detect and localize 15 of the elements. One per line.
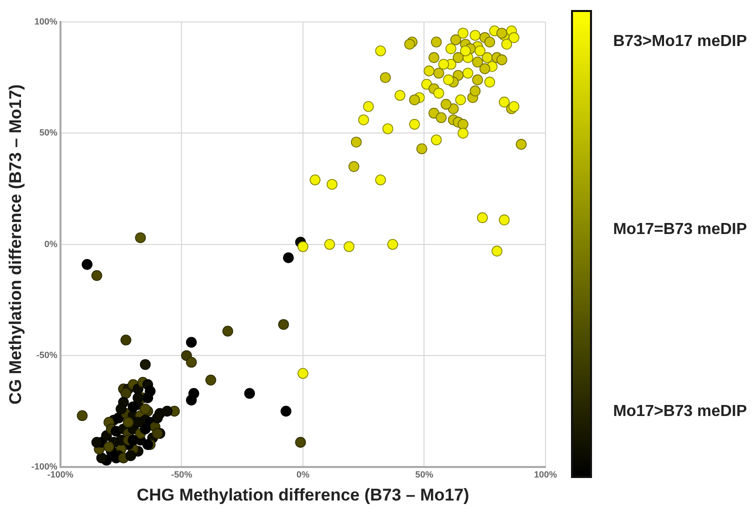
x-tick-label: -50% <box>171 470 192 480</box>
y-tick-label: -100% <box>31 461 58 472</box>
y-axis-title: CG Methylation difference (B73 – Mo17) <box>6 84 25 405</box>
y-tick-label: 50% <box>39 128 58 138</box>
y-tick-label: -50% <box>36 350 58 360</box>
text: B73>Mo17 meDIP <box>612 32 748 52</box>
x-tick-label: 0% <box>296 470 310 480</box>
text: Mo17=B73 meDIP <box>612 220 748 240</box>
y-tick-label: 100% <box>34 16 58 26</box>
x-axis-title: CHG Methylation difference (B73 – Mo17) <box>136 485 470 504</box>
x-tick-label: -100% <box>47 470 74 480</box>
text: Mo17>B73 meDIP <box>612 402 748 422</box>
x-tick-label: 100% <box>534 470 558 480</box>
x-tick-label: 50% <box>415 470 434 480</box>
y-tick-label: 0% <box>44 238 58 249</box>
